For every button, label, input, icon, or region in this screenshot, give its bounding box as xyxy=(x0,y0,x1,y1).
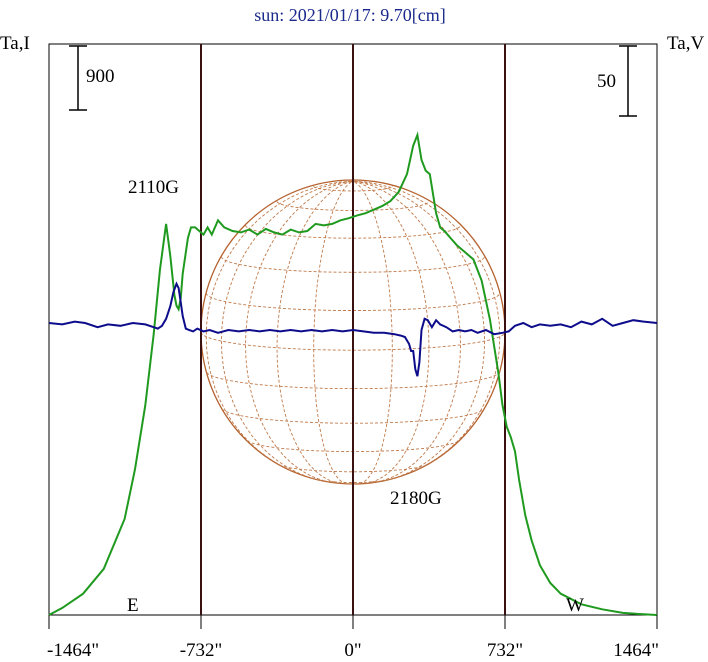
longitude-line xyxy=(352,180,461,484)
intensity-line xyxy=(48,131,658,616)
longitude-line xyxy=(313,180,354,485)
annotation-2110G: 2110G xyxy=(128,177,179,198)
longitude-line xyxy=(220,180,354,481)
x-tick-label: -1464" xyxy=(47,640,99,661)
y-right-label: Ta,V xyxy=(667,33,704,54)
scale-right-value: 50 xyxy=(597,71,616,92)
longitude-line xyxy=(352,180,501,472)
limb-marker-E: E xyxy=(127,595,139,616)
longitude-line xyxy=(205,180,354,472)
longitude-line xyxy=(352,180,393,485)
scale-bar-right xyxy=(619,45,637,117)
limb-marker-W: W xyxy=(566,595,584,616)
latitude-line xyxy=(206,372,500,390)
y-left-label: Ta,I xyxy=(0,33,30,54)
longitude-line xyxy=(352,180,486,481)
x-tick-label: 1464" xyxy=(613,640,659,661)
longitude-line xyxy=(245,180,354,484)
longitude-line xyxy=(352,180,430,484)
x-tick-label: 732" xyxy=(487,640,523,661)
polarization-line xyxy=(48,281,658,377)
x-axis-ticks: -1464" -732" 0" 732" 1464" xyxy=(47,615,659,661)
scale-left-value: 900 xyxy=(86,66,115,87)
longitude-line xyxy=(276,180,354,484)
x-tick-label: -732" xyxy=(180,640,223,661)
x-tick-label: 0" xyxy=(344,640,361,661)
chart-title: sun: 2021/01/17: 9.70[cm] xyxy=(254,5,446,25)
latitude-line xyxy=(279,464,427,473)
scale-bar-left xyxy=(69,45,87,111)
annotation-2180G: 2180G xyxy=(390,488,442,509)
